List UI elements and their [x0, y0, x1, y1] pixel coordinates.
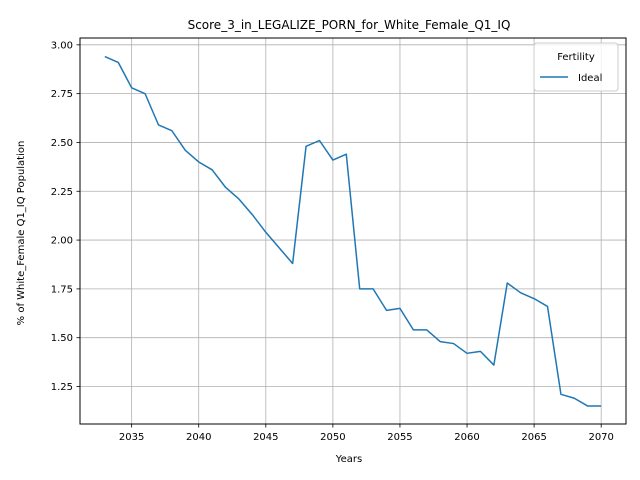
- y-tick-label: 2.00: [51, 236, 73, 247]
- y-tick-label: 2.50: [51, 138, 73, 149]
- y-tick-label: 3.00: [51, 40, 73, 51]
- x-tick-label: 2040: [186, 432, 211, 443]
- y-axis-ticks: 1.25 1.50 1.75 2.00 2.25 2.50 2.75 3.00: [51, 40, 80, 393]
- y-tick-label: 1.50: [51, 333, 73, 344]
- x-tick-label: 2065: [521, 432, 546, 443]
- y-tick-label: 2.75: [51, 89, 73, 100]
- x-tick-label: 2070: [588, 432, 613, 443]
- y-tick-label: 1.75: [51, 284, 73, 295]
- y-axis-title: % of White_Female Q1_IQ Population: [16, 141, 27, 326]
- y-tick-label: 1.25: [51, 382, 73, 393]
- grid: [80, 38, 626, 424]
- chart-title: Score_3_in_LEGALIZE_PORN_for_White_Femal…: [188, 18, 511, 32]
- x-tick-label: 2045: [253, 432, 278, 443]
- series-layer: [104, 55, 602, 407]
- legend: Fertility Ideal: [533, 42, 619, 92]
- x-axis-title: Years: [335, 454, 362, 465]
- x-tick-label: 2060: [454, 432, 479, 443]
- legend-title: Fertility: [557, 52, 595, 63]
- legend-label-ideal: Ideal: [578, 73, 602, 84]
- legend-box: [533, 42, 619, 92]
- x-axis-ticks: 2035 2040 2045 2050 2055 2060 2065 2070: [119, 424, 614, 443]
- plot-frame: [79, 37, 627, 425]
- x-tick-label: 2035: [119, 432, 144, 443]
- y-tick-label: 2.25: [51, 187, 73, 198]
- x-tick-label: 2050: [320, 432, 345, 443]
- x-tick-label: 2055: [387, 432, 412, 443]
- series-line-ideal: [104, 55, 602, 407]
